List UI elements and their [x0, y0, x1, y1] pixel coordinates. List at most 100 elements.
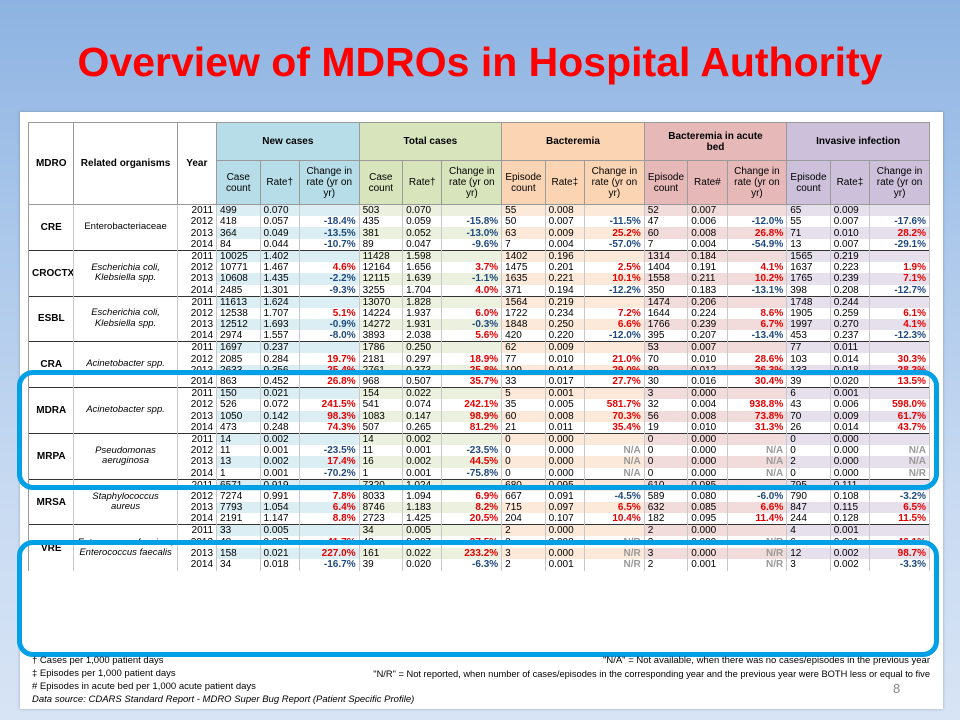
rate-cell: 0.147: [402, 410, 443, 422]
change-cell: -9.3%: [298, 284, 360, 297]
count-cell: 77: [786, 341, 831, 354]
change-cell: -18.4%: [298, 216, 360, 228]
count-cell: 364: [216, 227, 261, 239]
count-cell: 371: [501, 284, 546, 297]
change-cell: 19.7%: [298, 353, 360, 365]
year-cell: 2012: [176, 216, 218, 228]
count-cell: 418: [216, 216, 261, 228]
rate-cell: 0.196: [544, 249, 586, 262]
rate-cell: 0.002: [829, 559, 871, 571]
change-cell: 7.8%: [298, 490, 360, 503]
rate-cell: 0.021: [259, 547, 300, 560]
subheader-3-2: Change in rate (yr on yr): [726, 160, 788, 205]
count-cell: 1475: [501, 261, 546, 274]
rate-cell: 0.234: [544, 307, 586, 319]
count-cell: 395: [643, 330, 689, 342]
rate-cell: 0.002: [259, 456, 300, 468]
subheader-1-2: Change in rate (yr on yr): [441, 160, 503, 205]
rate-cell: 0.005: [402, 524, 443, 537]
rate-cell: 1.402: [259, 249, 300, 262]
change-cell: 8.2%: [441, 502, 503, 514]
count-cell: 55: [786, 216, 831, 228]
count-cell: 0: [643, 444, 689, 457]
rate-cell: 0.007: [829, 238, 871, 251]
count-cell: 56: [643, 410, 689, 422]
table-row: CROCTX Escherichia coli, Klebsiella spp. 2…: [27, 249, 930, 297]
rate-cell: 0.070: [402, 204, 443, 216]
subheader-4-0: Episode count: [786, 160, 831, 205]
count-cell: 398: [786, 284, 831, 297]
count-cell: 14: [358, 432, 404, 445]
rate-cell: 0.219: [544, 295, 586, 308]
rate-cell: 0.008: [687, 410, 728, 422]
change-cell: -2.2%: [298, 273, 360, 285]
count-cell: 453: [786, 330, 831, 342]
table-row: MRPA Pseudomonas aeruginosa 2011 14 0.002 14 0…: [27, 432, 930, 480]
rate-cell: 1.094: [402, 490, 443, 503]
invasive-infection-header: Invasive infection: [786, 122, 930, 161]
rate-cell: 0.044: [259, 238, 300, 251]
count-cell: 182: [643, 513, 689, 525]
rate-cell: 2.038: [402, 330, 443, 342]
change-cell: 11.4%: [726, 513, 788, 525]
table-row: 2013 1050 0.142 98.3% 1083 0.147 98.9% 60 0.008 7…: [29, 410, 930, 422]
year-cell: 2013: [176, 502, 218, 514]
count-cell: 10771: [216, 261, 261, 274]
rate-cell: 0.208: [829, 284, 871, 297]
table-row: 2013 10608 1.435 -2.2% 12115 1.639 -1.1% 1635 0.…: [29, 273, 930, 285]
year-cell: 2011: [176, 204, 218, 216]
change-cell: 6.6%: [584, 318, 645, 331]
change-cell: [298, 524, 360, 537]
count-cell: 0: [643, 432, 689, 445]
mdro-name: CRA: [27, 341, 75, 388]
rate-cell: 0.000: [687, 387, 728, 400]
rate-cell: 0.207: [687, 330, 728, 342]
rate-cell: 0.191: [687, 261, 728, 274]
change-cell: [869, 432, 930, 445]
mdro-table: MDRO Related organisms Year New cases To…: [27, 122, 930, 571]
count-cell: 0: [501, 456, 546, 468]
rate-cell: 0.022: [402, 387, 443, 400]
rate-cell: 1.704: [402, 284, 443, 297]
count-cell: 158: [216, 547, 261, 560]
count-cell: 1402: [501, 249, 546, 262]
count-cell: 33: [216, 524, 261, 537]
change-cell: -8.0%: [298, 330, 360, 342]
rate-cell: 0.221: [544, 273, 586, 285]
rate-cell: 0.001: [829, 387, 871, 400]
count-cell: 1848: [501, 318, 546, 331]
change-cell: -3.2%: [869, 490, 930, 503]
count-cell: 154: [358, 387, 404, 400]
year-cell: 2013: [176, 318, 218, 331]
count-cell: 632: [643, 502, 689, 514]
rate-cell: 0.005: [259, 524, 300, 537]
rate-cell: 0.000: [544, 432, 586, 445]
count-cell: 14272: [358, 318, 404, 331]
count-cell: 50: [501, 216, 546, 228]
change-cell: 8.8%: [298, 513, 360, 525]
rate-cell: 0.097: [544, 502, 586, 514]
table-row: 2014 34 0.018 -16.7% 39 0.020 -6.3% 2 0.001 N/R 2 0…: [29, 559, 930, 571]
rate-cell: 0.001: [687, 559, 728, 571]
rate-cell: 0.001: [259, 467, 300, 480]
footnote-data-source: Data source: CDARS Standard Report - MDR…: [32, 694, 415, 705]
year-cell: 2014: [176, 284, 218, 297]
count-cell: 2723: [358, 513, 404, 525]
subheader-2-1: Rate‡: [544, 160, 586, 205]
table-card: MDRO Related organisms Year New cases To…: [20, 112, 943, 709]
count-cell: 0: [786, 467, 831, 480]
rate-cell: 0.006: [687, 216, 728, 228]
count-cell: 14: [216, 432, 261, 445]
count-cell: 1905: [786, 307, 831, 319]
change-cell: [726, 295, 788, 308]
count-cell: 10025: [216, 249, 261, 262]
count-cell: 4: [786, 524, 831, 537]
change-cell: [584, 295, 645, 308]
count-cell: 13: [786, 238, 831, 251]
related-organisms: Pseudomonas aeruginosa: [73, 432, 178, 480]
count-cell: 381: [358, 227, 404, 239]
count-cell: 1765: [786, 273, 831, 285]
count-cell: 34: [216, 559, 261, 571]
subheader-0-0: Case count: [216, 160, 261, 205]
rate-cell: 0.021: [259, 387, 300, 400]
